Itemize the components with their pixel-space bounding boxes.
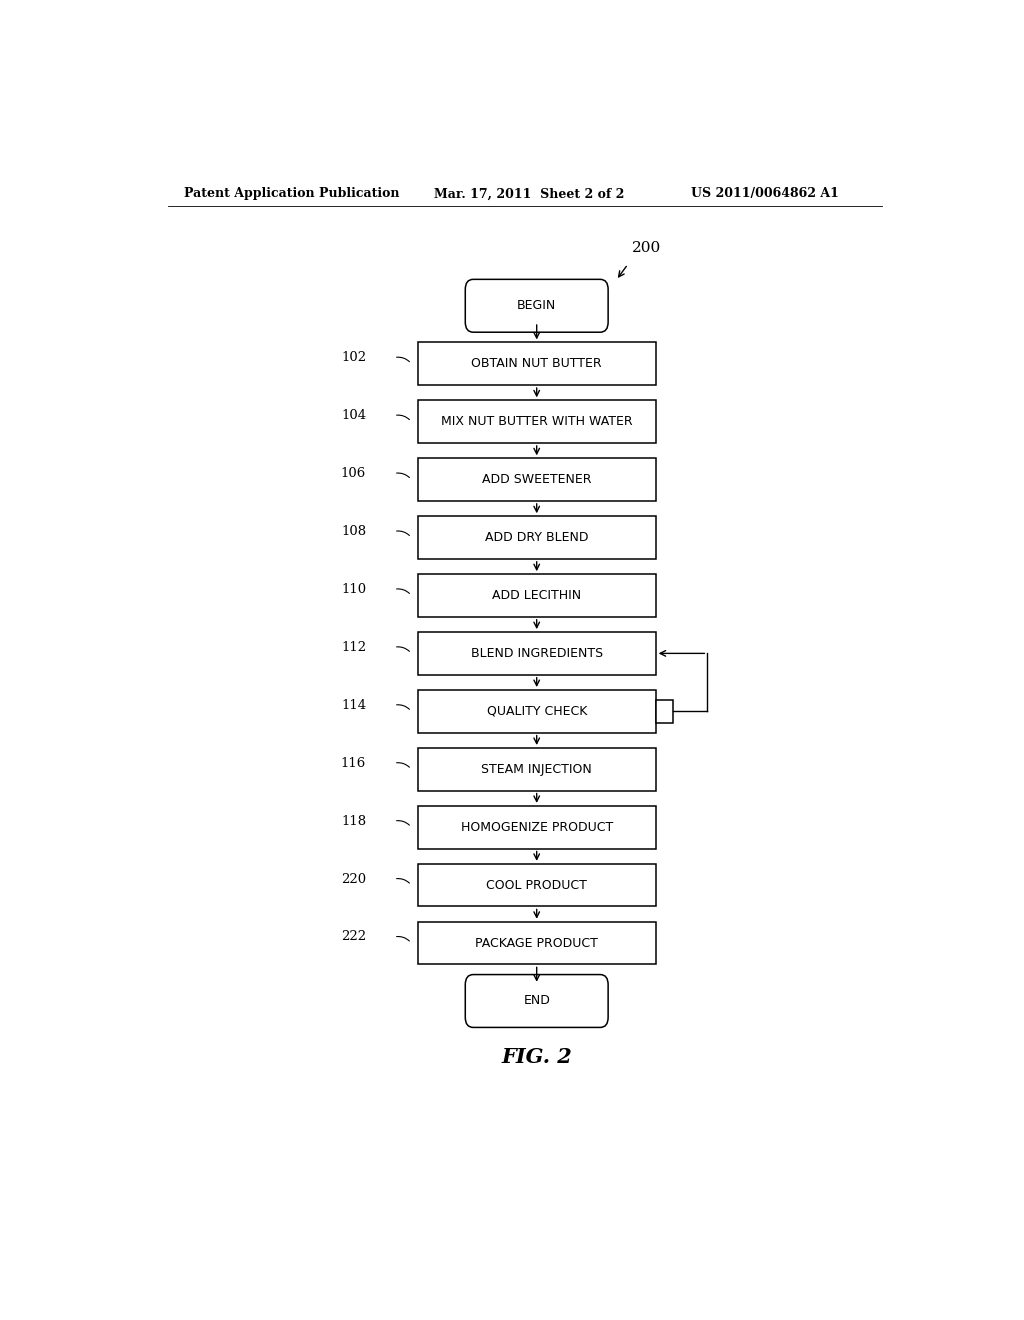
Text: MIX NUT BUTTER WITH WATER: MIX NUT BUTTER WITH WATER	[441, 416, 633, 428]
FancyBboxPatch shape	[465, 280, 608, 333]
FancyBboxPatch shape	[418, 632, 655, 675]
Text: 116: 116	[341, 756, 367, 770]
FancyBboxPatch shape	[418, 400, 655, 444]
Text: Mar. 17, 2011  Sheet 2 of 2: Mar. 17, 2011 Sheet 2 of 2	[433, 187, 624, 201]
Text: Patent Application Publication: Patent Application Publication	[183, 187, 399, 201]
Text: COOL PRODUCT: COOL PRODUCT	[486, 879, 587, 891]
FancyBboxPatch shape	[418, 690, 655, 733]
Text: 112: 112	[341, 640, 367, 653]
Text: END: END	[523, 994, 550, 1007]
Text: BLEND INGREDIENTS: BLEND INGREDIENTS	[471, 647, 603, 660]
Text: ADD LECITHIN: ADD LECITHIN	[493, 589, 582, 602]
Text: FIG. 2: FIG. 2	[502, 1047, 572, 1067]
Text: HOMOGENIZE PRODUCT: HOMOGENIZE PRODUCT	[461, 821, 612, 834]
FancyBboxPatch shape	[418, 748, 655, 791]
FancyBboxPatch shape	[465, 974, 608, 1027]
FancyBboxPatch shape	[418, 458, 655, 500]
Text: 106: 106	[341, 467, 367, 480]
Text: ADD DRY BLEND: ADD DRY BLEND	[485, 531, 589, 544]
Text: PACKAGE PRODUCT: PACKAGE PRODUCT	[475, 937, 598, 949]
Text: 110: 110	[341, 583, 367, 595]
Text: 200: 200	[632, 242, 662, 255]
FancyBboxPatch shape	[418, 516, 655, 558]
Text: BEGIN: BEGIN	[517, 300, 556, 313]
Text: 102: 102	[341, 351, 367, 364]
FancyBboxPatch shape	[418, 863, 655, 907]
FancyBboxPatch shape	[418, 342, 655, 385]
Text: ADD SWEETENER: ADD SWEETENER	[482, 473, 592, 486]
Text: 118: 118	[341, 814, 367, 828]
Text: 104: 104	[341, 409, 367, 422]
Text: US 2011/0064862 A1: US 2011/0064862 A1	[691, 187, 840, 201]
FancyBboxPatch shape	[418, 805, 655, 849]
FancyBboxPatch shape	[655, 700, 673, 723]
Text: 114: 114	[341, 698, 367, 711]
Text: OBTAIN NUT BUTTER: OBTAIN NUT BUTTER	[471, 358, 602, 370]
Text: STEAM INJECTION: STEAM INJECTION	[481, 763, 592, 776]
Text: QUALITY CHECK: QUALITY CHECK	[486, 705, 587, 718]
FancyBboxPatch shape	[418, 921, 655, 965]
FancyBboxPatch shape	[418, 574, 655, 616]
Text: 220: 220	[341, 873, 367, 886]
Text: 222: 222	[341, 931, 367, 944]
Text: 108: 108	[341, 525, 367, 539]
